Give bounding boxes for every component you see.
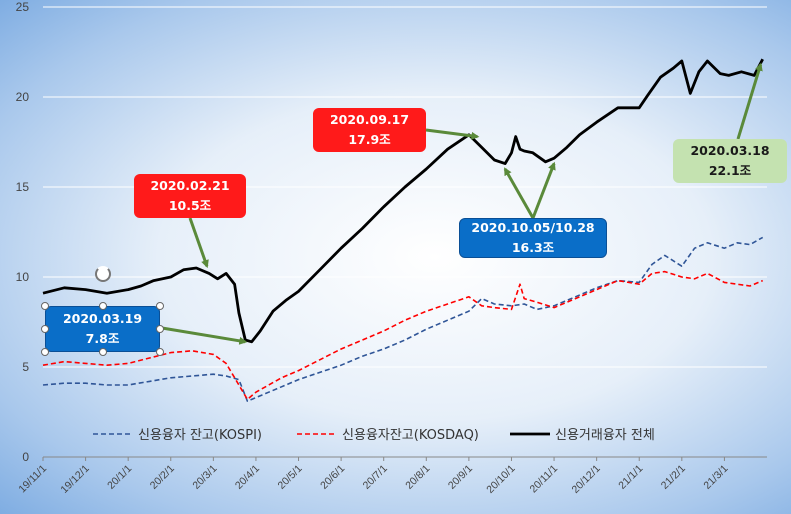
annotation-feb21-date: 2020.02.21 bbox=[150, 178, 230, 193]
annotation-sep17: 2020.09.17 17.9조 bbox=[313, 108, 426, 152]
y-tick-label: 20 bbox=[16, 90, 30, 104]
arrow-mar19 bbox=[161, 326, 248, 345]
resize-handle-tl[interactable] bbox=[41, 302, 49, 310]
arrow-sep17 bbox=[425, 128, 480, 140]
series-line-1 bbox=[42, 236, 764, 402]
legend-label-1: 신용융자 잔고(KOSPI) bbox=[138, 428, 262, 443]
x-tick-label: 20/12/1 bbox=[570, 463, 603, 496]
y-axis-ticks: 0 5 10 15 20 25 bbox=[16, 0, 30, 464]
x-tick-label: 20/11/1 bbox=[527, 463, 560, 496]
y-tick-label: 15 bbox=[16, 180, 30, 194]
arrow-oct28 bbox=[531, 161, 556, 219]
legend: 신용융자 잔고(KOSPI) 신용융자잔고(KOSDAQ) 신용거래융자 전체 bbox=[93, 428, 655, 443]
annotation-mar18-date: 2020.03.18 bbox=[690, 143, 770, 158]
annotation-feb21: 2020.02.21 10.5조 bbox=[134, 174, 246, 218]
y-tick-label: 0 bbox=[22, 450, 29, 464]
annotation-arrows bbox=[161, 62, 763, 345]
x-tick-label: 21/3/1 bbox=[701, 463, 730, 492]
annotation-mar18-value: 22.1조 bbox=[708, 163, 752, 178]
annotation-sep17-value: 17.9조 bbox=[348, 132, 391, 147]
series-lines bbox=[42, 58, 764, 402]
x-tick-label: 20/8/1 bbox=[403, 463, 432, 492]
x-tick-label: 20/2/1 bbox=[148, 463, 177, 492]
resize-handle-mr[interactable] bbox=[156, 325, 164, 333]
x-tick-label: 21/1/1 bbox=[616, 463, 645, 492]
x-tick-label: 21/2/1 bbox=[659, 463, 688, 492]
x-tick-label: 20/6/1 bbox=[318, 463, 347, 492]
annotation-oct-date: 2020.10.05/10.28 bbox=[471, 220, 595, 235]
resize-handle-tm[interactable] bbox=[99, 302, 107, 310]
series-line-2 bbox=[42, 270, 764, 401]
series-line-3 bbox=[42, 58, 764, 344]
annotation-mar19-date: 2020.03.19 bbox=[62, 311, 143, 326]
x-tick-label: 20/4/1 bbox=[233, 463, 262, 492]
arrow-feb21 bbox=[188, 217, 209, 269]
annotation-oct: 2020.10.05/10.28 16.3조 bbox=[459, 218, 607, 258]
gridlines bbox=[43, 6, 767, 458]
arrow-mar18 bbox=[736, 62, 763, 140]
x-tick-label: 20/1/1 bbox=[105, 463, 134, 492]
annotation-mar18: 2020.03.18 22.1조 bbox=[673, 139, 787, 183]
y-tick-label: 25 bbox=[16, 0, 30, 14]
resize-handle-tr[interactable] bbox=[156, 302, 164, 310]
x-tick-label: 20/9/1 bbox=[446, 463, 475, 492]
annotation-mar19[interactable]: 2020.03.19 7.8조 bbox=[45, 306, 160, 352]
rotate-handle-icon[interactable] bbox=[95, 266, 111, 282]
annotation-feb21-value: 10.5조 bbox=[168, 198, 212, 213]
x-axis-ticks: 19/11/1 19/12/1 20/1/1 20/2/1 20/3/1 20/4/1 20… bbox=[16, 457, 731, 496]
resize-handle-br[interactable] bbox=[156, 348, 164, 356]
resize-handle-ml[interactable] bbox=[41, 325, 49, 333]
y-tick-label: 5 bbox=[22, 360, 29, 374]
resize-handle-bl[interactable] bbox=[41, 348, 49, 356]
x-tick-label: 20/5/1 bbox=[276, 463, 305, 492]
annotation-sep17-date: 2020.09.17 bbox=[329, 112, 410, 127]
y-tick-label: 10 bbox=[16, 270, 30, 284]
legend-label-2: 신용융자잔고(KOSDAQ) bbox=[342, 428, 479, 443]
arrow-oct05 bbox=[503, 167, 535, 219]
resize-handle-bm[interactable] bbox=[99, 348, 107, 356]
x-tick-label: 20/7/1 bbox=[361, 463, 390, 492]
x-tick-label: 20/10/1 bbox=[484, 463, 517, 496]
legend-label-3: 신용거래융자 전체 bbox=[555, 428, 655, 443]
x-tick-label: 19/12/1 bbox=[58, 463, 91, 496]
x-tick-label: 20/3/1 bbox=[190, 463, 219, 492]
x-tick-label: 19/11/1 bbox=[16, 463, 49, 496]
annotation-mar19-value: 7.8조 bbox=[85, 331, 120, 346]
annotation-oct-value: 16.3조 bbox=[511, 240, 555, 255]
